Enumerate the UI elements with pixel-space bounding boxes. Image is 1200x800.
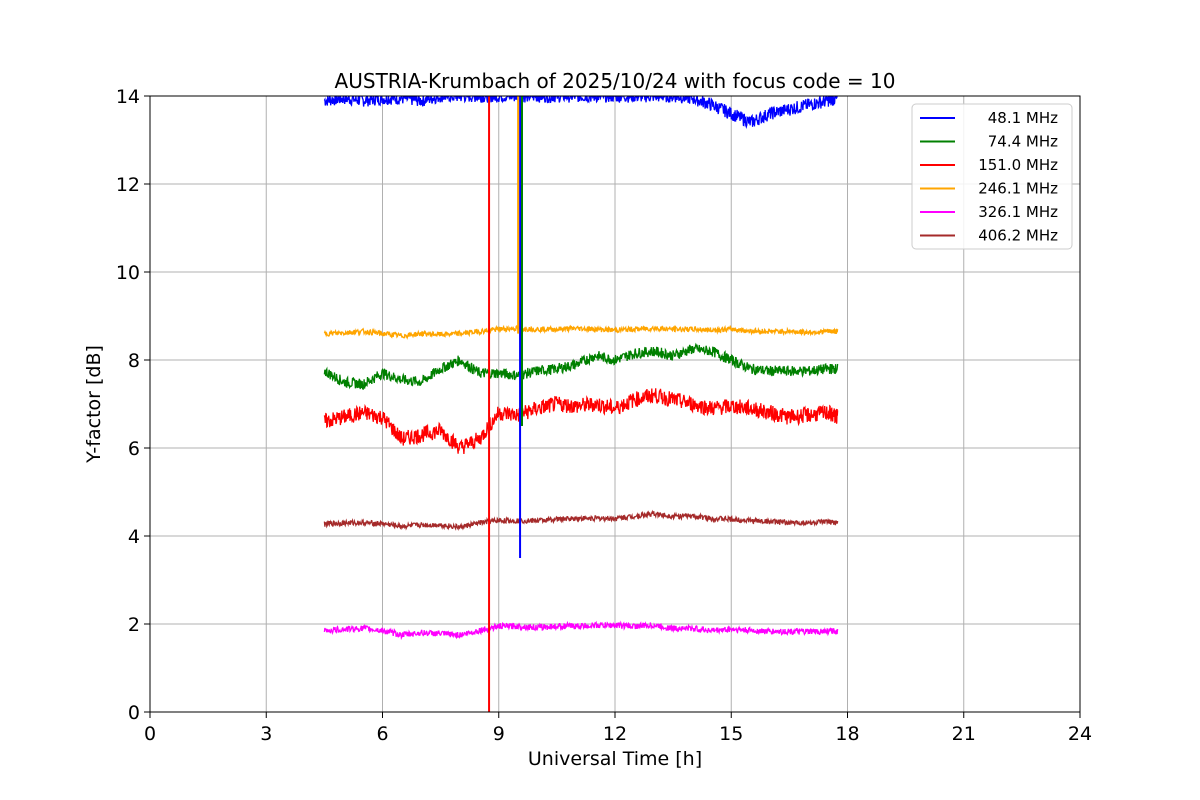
x-tick-label: 24 bbox=[1068, 723, 1092, 745]
y-tick-label: 12 bbox=[116, 174, 140, 196]
x-tick-label: 6 bbox=[376, 723, 388, 745]
x-tick-label: 15 bbox=[719, 723, 743, 745]
x-tick-label: 21 bbox=[952, 723, 976, 745]
series-line-74-4-mhz bbox=[323, 342, 839, 391]
y-tick-label: 6 bbox=[128, 438, 140, 460]
y-tick-label: 10 bbox=[116, 262, 140, 284]
y-tick-label: 8 bbox=[128, 350, 140, 372]
series-layer bbox=[323, 96, 839, 712]
series-line-48-1-mhz bbox=[323, 96, 838, 129]
series-line-326-1-mhz bbox=[323, 620, 839, 641]
legend-label: 74.4 MHz bbox=[988, 133, 1058, 151]
legend-label: 326.1 MHz bbox=[978, 203, 1058, 221]
y-tick-label: 14 bbox=[116, 86, 140, 108]
legend-label: 246.1 MHz bbox=[978, 180, 1058, 198]
x-tick-label: 9 bbox=[493, 723, 505, 745]
series-line-246-1-mhz bbox=[323, 324, 839, 340]
x-axis-label: Universal Time [h] bbox=[528, 748, 702, 770]
chart-title: AUSTRIA-Krumbach of 2025/10/24 with focu… bbox=[335, 69, 896, 93]
x-tick-label: 12 bbox=[603, 723, 627, 745]
legend-label: 406.2 MHz bbox=[978, 227, 1058, 245]
y-axis-label: Y-factor [dB] bbox=[83, 345, 105, 464]
legend: 48.1 MHz 74.4 MHz 151.0 MHz 246.1 MHz 326.1 … bbox=[911, 103, 1073, 250]
series-line-406-2-mhz bbox=[323, 509, 839, 531]
y-tick-label: 4 bbox=[128, 526, 140, 548]
x-tick-label: 3 bbox=[260, 723, 272, 745]
series-line-151-0-mhz bbox=[323, 388, 839, 455]
x-tick-label: 18 bbox=[835, 723, 859, 745]
y-tick-label: 2 bbox=[128, 614, 140, 636]
x-tick-label: 0 bbox=[144, 723, 156, 745]
legend-label: 151.0 MHz bbox=[978, 156, 1058, 174]
legend-label: 48.1 MHz bbox=[988, 109, 1058, 127]
y-tick-label: 0 bbox=[128, 702, 140, 724]
